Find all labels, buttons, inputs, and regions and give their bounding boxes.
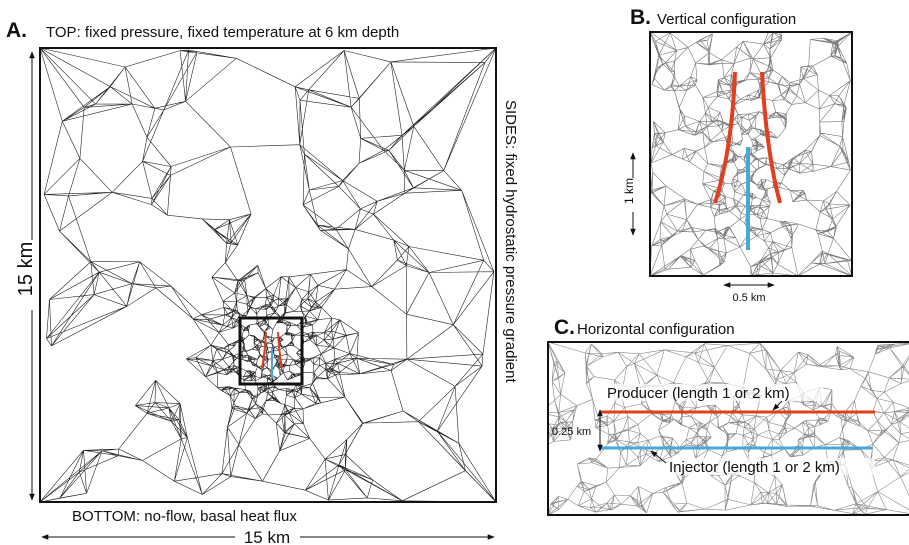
producer-label: Producer (length 1 or 2 km) [607,385,790,402]
domain-box [39,47,497,503]
mesh-lines [548,342,909,515]
width-label: 0.5 km [732,292,765,304]
top-boundary: TOP: fixed pressure, fixed temperature a… [46,24,399,41]
label-bg [605,384,823,401]
bottom-boundary: BOTTOM: no-flow, basal heat flux [72,508,297,525]
spacing-label: 0.25 km [552,426,591,438]
well-producer [261,331,283,369]
panel-title: Horizontal configuration [577,321,735,338]
mesh-c [548,342,909,515]
panel-label: B. [630,6,651,29]
panel-label: C. [554,316,575,339]
mesh-b [650,32,852,276]
height-label: 1 km [622,178,636,204]
arrow [772,400,783,411]
mesh-lines [650,32,852,276]
mesh-a [40,48,496,502]
well-producer [713,71,782,204]
panel-label: A. [6,19,27,42]
injector-label: Injector (length 1 or 2 km) [669,459,840,476]
panel-title: Vertical configuration [657,11,796,28]
mesh-lines [40,48,496,502]
height-label: 15 km [15,242,37,296]
sides-boundary: SIDES: fixed hydrostatic pressure gradie… [502,100,519,383]
panel-box [547,341,909,516]
zoom-box [238,316,304,386]
panel-box [649,31,853,277]
label-bg [667,458,875,475]
width-label: 15 km [244,528,290,545]
arrow [650,450,667,464]
